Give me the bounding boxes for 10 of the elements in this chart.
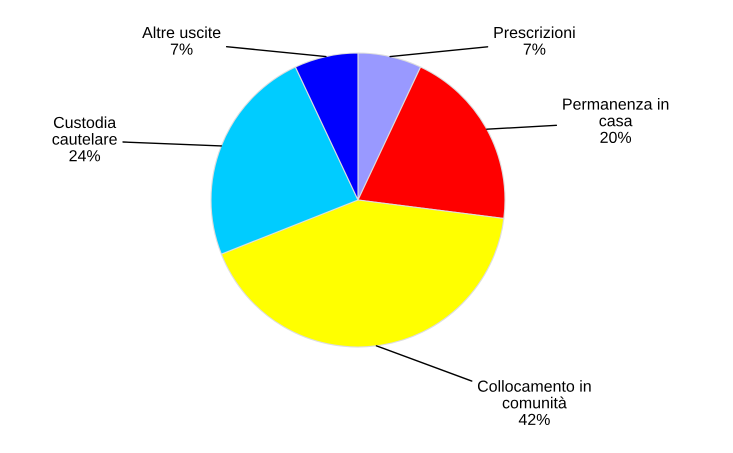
slice-label: Altre uscite <box>142 26 220 38</box>
data-label: 7% <box>170 44 193 55</box>
slice-label: Custodia cautelare <box>52 116 117 145</box>
data-label: 20% <box>600 132 632 144</box>
data-label: 42% <box>518 414 550 426</box>
data-label: 7% <box>524 44 546 55</box>
slice-label: Prescrizioni <box>494 26 575 38</box>
slice-label: Permanenza in casa <box>563 98 668 126</box>
data-label: 24% <box>69 150 100 162</box>
slice-label: Collocamento in comunità <box>478 380 591 408</box>
